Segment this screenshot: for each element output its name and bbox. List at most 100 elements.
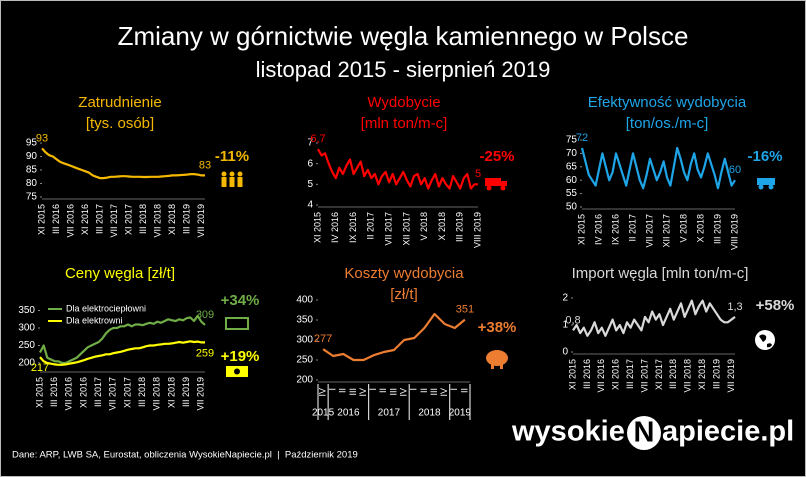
x-tick-label: IX 2016 xyxy=(348,212,358,243)
x-tick-label: IX 2016 xyxy=(610,214,620,245)
x-tick-label: III 2016 xyxy=(49,377,59,407)
y-tick-label: 50 xyxy=(566,202,578,213)
quarter-label: II xyxy=(459,388,469,393)
cart-icon xyxy=(757,178,775,190)
series-line xyxy=(39,340,205,366)
x-tick-label: VII 2017 xyxy=(109,204,119,238)
y-tick-label: 6 xyxy=(307,158,313,169)
x-tick-label: II 2017 xyxy=(627,214,637,242)
value-label: 5 xyxy=(475,168,481,180)
x-tick-label: IV 2016 xyxy=(330,212,340,243)
value-label: 277 xyxy=(314,333,332,345)
value-label: 309 xyxy=(196,309,214,321)
x-tick-label: XI 2018 xyxy=(167,204,177,235)
main-subtitle: listopad 2015 - sierpnień 2019 xyxy=(256,57,551,82)
quarter-label: IV xyxy=(439,388,449,397)
x-tick-label: III 2019 xyxy=(711,359,721,389)
x-tick-label: XI 2016 xyxy=(80,204,90,235)
chart-unit: [mln ton/m-c] xyxy=(361,115,448,132)
change-label: -11% xyxy=(215,148,249,165)
quarter-label: III xyxy=(388,388,398,396)
series-line xyxy=(317,148,478,190)
change-label: -16% xyxy=(747,148,782,165)
chart-title: Efektywność wydobycia xyxy=(588,94,747,111)
change-label: +34% xyxy=(221,292,260,309)
x-tick-label: XI 2018 xyxy=(697,359,707,390)
y-tick-label: 75 xyxy=(26,192,38,203)
year-label: 2016 xyxy=(337,408,360,419)
y-tick-label: 55 xyxy=(566,188,578,199)
series-line xyxy=(572,299,736,337)
y-tick-label: 0 xyxy=(562,347,568,358)
x-tick-label: XI 2017 xyxy=(654,359,664,390)
x-tick-label: III 2018 xyxy=(668,359,678,389)
change-label: +58% xyxy=(756,297,795,314)
globe-icon xyxy=(755,330,775,350)
piggy-icon xyxy=(486,350,508,369)
x-tick-label: XI 2017 xyxy=(123,204,133,235)
y-tick-label: 1 xyxy=(562,320,568,331)
change-label: +38% xyxy=(478,319,517,336)
year-label: 2018 xyxy=(418,408,441,419)
logo: wysokie N apiecie.pl xyxy=(511,416,794,450)
x-tick-label: VIII 2019 xyxy=(729,214,739,250)
x-tick-label: III 2019 xyxy=(455,212,465,242)
quarter-label: I xyxy=(409,388,419,391)
x-tick-label: XI 2015 xyxy=(567,359,577,390)
x-tick-label: XI 2017 xyxy=(122,377,132,408)
value-label: 351 xyxy=(456,304,474,316)
y-tick-label: 250 xyxy=(18,340,35,351)
value-label: 217 xyxy=(31,362,49,374)
legend-label: Dla elektrociepłowni xyxy=(66,303,146,313)
series-line xyxy=(39,314,206,365)
legend-label: Dla elektrowni xyxy=(66,315,123,325)
year-label: 2019 xyxy=(449,408,472,419)
chart-unit: [ton/os./m-c] xyxy=(626,115,709,132)
x-tick-label: V 2018 xyxy=(419,212,429,241)
x-tick-label: XI 2016 xyxy=(611,359,621,390)
value-label: 72 xyxy=(576,132,588,144)
quarter-label: IV xyxy=(358,388,368,397)
logo-mark: N xyxy=(634,417,655,449)
y-tick-label: 60 xyxy=(566,175,578,186)
x-tick-label: IV 2016 xyxy=(593,214,603,245)
quarter-label: IV xyxy=(317,388,327,397)
x-tick-label: III 2019 xyxy=(181,204,191,234)
y-tick-label: 300 xyxy=(18,323,35,334)
x-tick-label: XI 2016 xyxy=(78,377,88,408)
x-tick-label: III 2016 xyxy=(51,204,61,234)
year-label: 2017 xyxy=(378,408,401,419)
quarter-label: I xyxy=(328,388,338,391)
x-tick-label: XI 2015 xyxy=(312,212,322,243)
y-tick-label: 80 xyxy=(26,178,38,189)
y-tick-label: 400 xyxy=(296,295,313,306)
x-tick-label: III 2017 xyxy=(94,204,104,234)
x-tick-label: VII 2017 xyxy=(383,212,393,246)
x-tick-label: VII 2017 xyxy=(644,214,654,248)
x-tick-label: VII 2017 xyxy=(639,359,649,393)
x-tick-label: XI 2018 xyxy=(166,377,176,408)
x-tick-label: XI 2015 xyxy=(36,204,46,235)
year-label: 2015 xyxy=(312,408,335,419)
chart-title: Zatrudnienie xyxy=(78,94,161,111)
quarter-label: I xyxy=(368,388,378,391)
x-tick-label: III 2017 xyxy=(93,377,103,407)
x-tick-label: VII 2016 xyxy=(596,359,606,393)
x-tick-label: VII 2016 xyxy=(64,377,74,411)
y-tick-label: 85 xyxy=(26,165,38,176)
main-title: Zmiany w górnictwie węgla kamiennego w P… xyxy=(118,21,689,51)
logo-left: wysokie xyxy=(511,416,625,448)
value-label: 259 xyxy=(196,347,214,359)
x-tick-label: VII 2018 xyxy=(152,377,162,411)
x-tick-label: III 2018 xyxy=(138,204,148,234)
series-line xyxy=(580,146,736,190)
value-label: 6,7 xyxy=(310,133,325,145)
chart-unit: [tys. osób] xyxy=(86,115,154,132)
truck-icon xyxy=(485,178,507,191)
y-tick-label: 200 xyxy=(296,375,313,386)
x-tick-label: X 2018 xyxy=(695,214,705,243)
y-tick-label: 7 xyxy=(307,138,313,149)
x-tick-label: II 2017 xyxy=(366,212,376,240)
